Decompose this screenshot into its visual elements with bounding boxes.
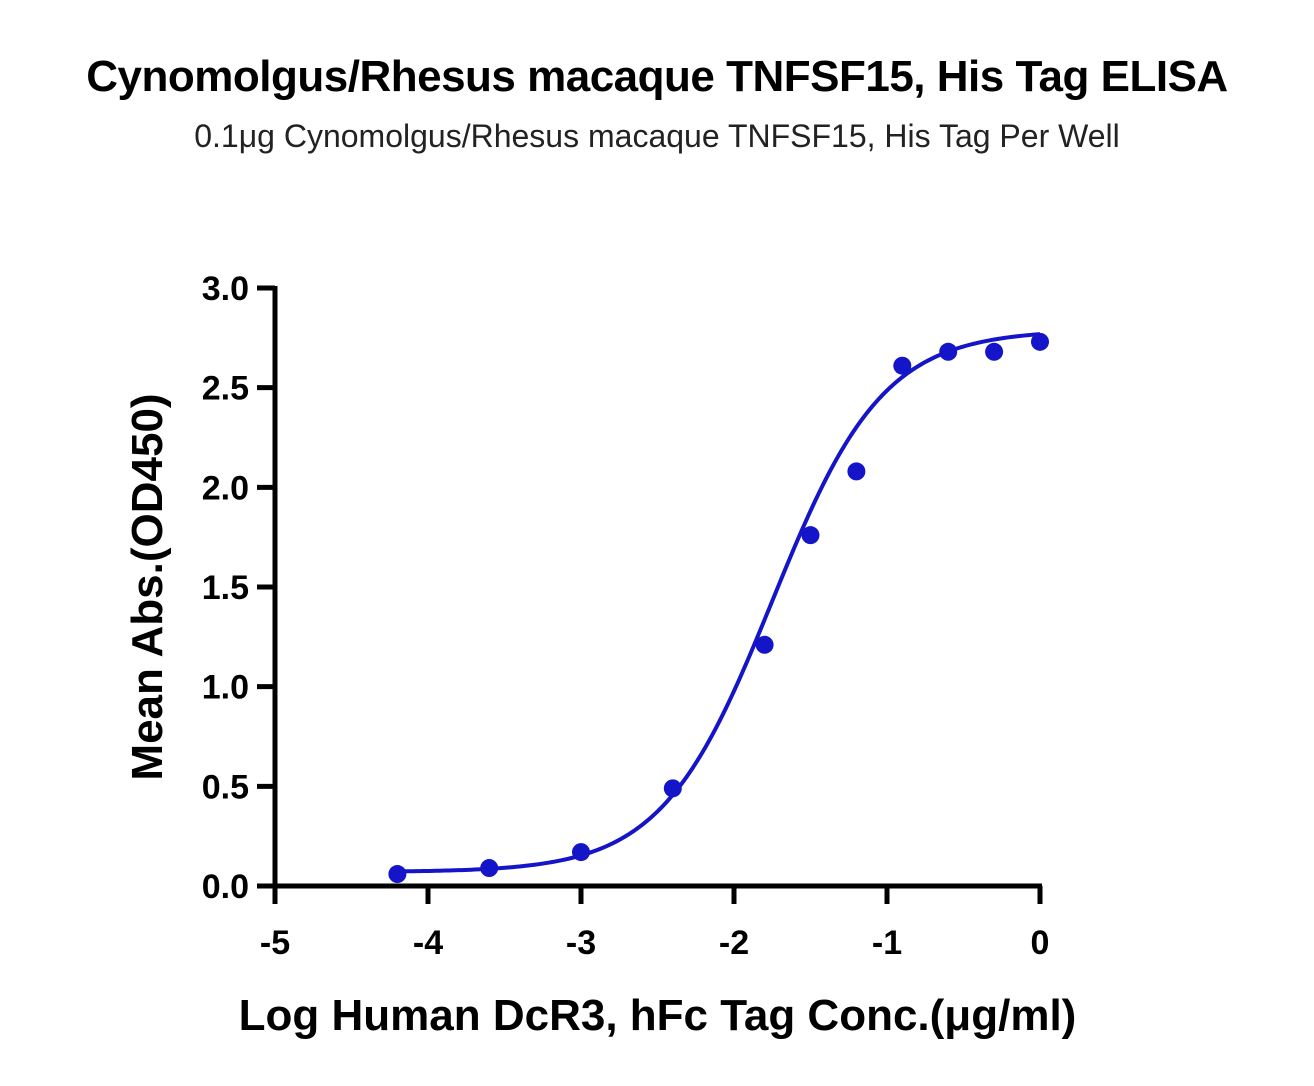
- y-tick-label: 3.0: [202, 270, 249, 308]
- axes: 0.0 0.5 1.0 1.5 2.0 2.5 3.0 -5 -4 -3 -2 -1 0: [202, 270, 1050, 962]
- x-tick-label: -2: [719, 924, 749, 962]
- y-tick-label: 2.0: [202, 469, 249, 507]
- data-point: [755, 635, 774, 654]
- data-point: [847, 462, 866, 481]
- y-tick-label: 1.0: [202, 669, 249, 707]
- x-axis-title: Log Human DcR3, hFc Tag Conc.(μg/ml): [239, 991, 1077, 1040]
- x-tick-label: -5: [260, 924, 290, 962]
- data-point: [480, 859, 499, 878]
- data-point: [572, 843, 590, 862]
- data-point: [801, 526, 820, 545]
- data-point: [939, 342, 958, 361]
- fit-curve: [397, 332, 1041, 874]
- chart-subtitle: 0.1μg Cynomolgus/Rhesus macaque TNFSF15,…: [194, 118, 1120, 154]
- y-tick-label: 1.5: [202, 569, 249, 607]
- y-axis-title: Mean Abs.(OD450): [123, 393, 172, 780]
- fit-curve-layer: [397, 332, 1041, 874]
- data-point: [663, 779, 682, 798]
- x-tick-label: -3: [566, 924, 596, 962]
- y-tick-label: 0.5: [202, 768, 249, 806]
- chart-title: Cynomolgus/Rhesus macaque TNFSF15, His T…: [86, 52, 1228, 101]
- x-tick-label: 0: [1031, 924, 1050, 962]
- x-tick-label: -1: [872, 924, 902, 962]
- data-point: [893, 356, 912, 375]
- y-tick-label: 0.0: [202, 868, 249, 906]
- data-points: [388, 332, 1049, 884]
- data-point: [1031, 332, 1049, 351]
- x-tick-label: -4: [413, 924, 443, 962]
- data-point: [985, 342, 1004, 361]
- y-tick-label: 2.5: [202, 370, 249, 408]
- data-point: [388, 865, 407, 884]
